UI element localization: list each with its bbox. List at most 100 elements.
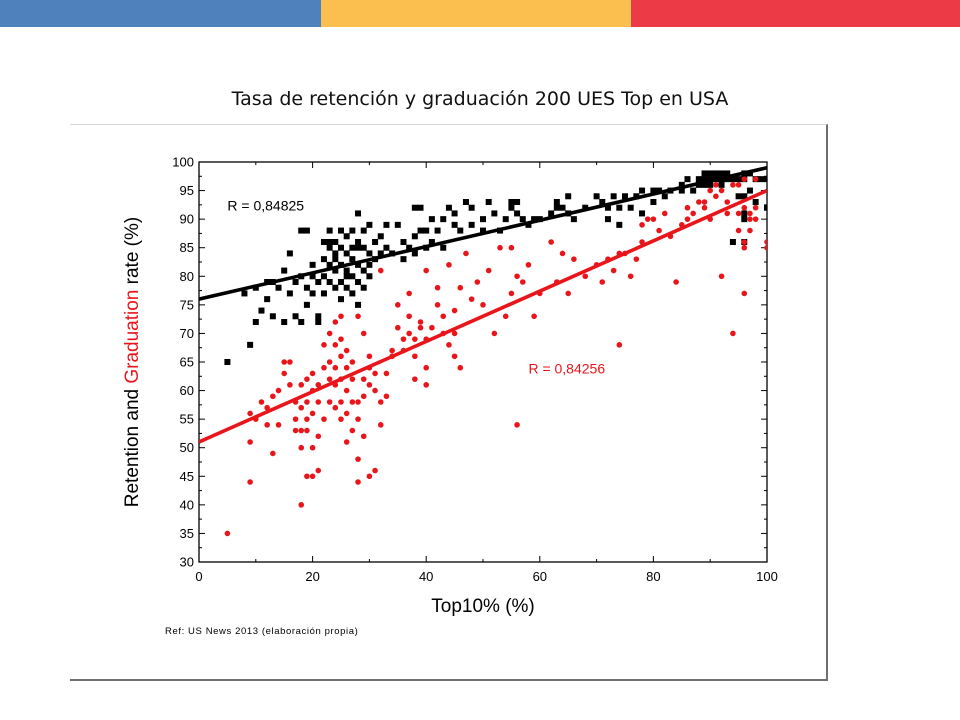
graduation-point [343,387,350,394]
graduation-point [508,244,515,251]
retention-point [349,227,356,234]
graduation-point [326,359,333,365]
retention-point [746,187,753,194]
graduation-point [343,410,350,417]
retention-point [417,227,424,234]
y-tick-label: 80 [180,269,194,284]
retention-point [502,216,509,223]
graduation-point [321,342,327,348]
retention-point [741,216,748,223]
graduation-point [366,473,373,480]
graduation-point [502,313,509,320]
retention-point [741,210,748,217]
graduation-point [423,267,430,274]
retention-point [360,244,367,251]
graduation-point [730,330,736,337]
graduation-point [343,439,350,445]
retention-point [514,210,521,217]
retention-point [360,267,367,274]
graduation-point [298,444,305,451]
graduation-point [730,182,736,188]
y-tick-label: 40 [180,497,194,512]
graduation-point [366,353,373,360]
graduation-point [406,290,412,297]
graduation-point [752,204,759,211]
retention-point [355,301,362,308]
retention-point [678,187,685,194]
graduation-point [355,456,361,462]
graduation-point [747,216,753,222]
graduation-point [349,427,356,434]
graduation-point [735,182,742,188]
retention-point [718,181,725,188]
scatter-chart: 0 20 40 60 80 100 30 35 40 45 50 55 60 65 70 75 80 85 90 95… [122,155,778,638]
graduation-point [741,176,748,182]
y-tick-label: 100 [172,155,194,170]
graduation-point [349,376,356,382]
retention-point [303,284,310,291]
graduation-point [275,387,282,394]
graduation-point [258,399,265,405]
retention-point [332,239,339,245]
graduation-point [247,479,253,485]
retention-point [343,284,350,291]
retention-point [514,199,521,205]
graduation-point [514,273,520,280]
retention-point [508,204,515,211]
graduation-point [724,199,731,205]
graduation-point [332,319,339,325]
retention-point [701,181,708,188]
retention-point [428,216,435,223]
graduation-point [491,330,498,337]
retention-point [735,193,742,200]
retention-point [315,319,322,325]
header-bar-blue [0,0,321,27]
graduation-point [514,422,520,428]
retention-point [349,244,356,251]
graduation-point [372,387,378,394]
retention-point [377,250,384,257]
graduation-point [321,364,327,371]
graduation-point [497,244,503,251]
x-axis-title: Top10% (%) [431,596,535,617]
retention-point [411,233,418,240]
y-tick-label: 60 [180,383,194,398]
retention-point [298,319,305,325]
graduation-point [656,227,662,234]
retention-point [480,216,486,223]
graduation-point [298,404,305,411]
graduation-point [707,187,713,194]
retention-point [355,279,362,285]
retention-point [247,341,254,348]
graduation-point [474,279,481,285]
retention-point [400,256,407,263]
retention-point [548,210,555,217]
graduation-point [338,336,344,342]
retention-point [292,313,299,320]
y-tick-label: 90 [180,212,194,227]
graduation-point [292,427,299,434]
retention-point [224,359,231,365]
retention-point [610,193,617,200]
x-tick-label: 60 [533,569,547,584]
graduation-point [718,273,725,280]
retention-point [320,273,327,280]
graduation-point [673,279,679,285]
retention-point [752,199,759,205]
graduation-point [383,370,390,377]
retention-point [468,221,475,228]
retention-point [701,170,708,177]
retention-point [355,261,362,268]
retention-point [741,193,748,200]
retention-point [326,261,333,268]
retention-point [695,176,702,183]
graduation-point [451,353,458,360]
x-tick-label: 0 [195,569,202,584]
graduation-point [287,382,293,388]
x-tick-label: 80 [646,569,660,584]
graduation-point [309,444,316,451]
graduation-point [343,347,350,354]
retention-point [661,193,668,200]
retention-point [729,176,736,183]
graduation-point [400,336,407,342]
